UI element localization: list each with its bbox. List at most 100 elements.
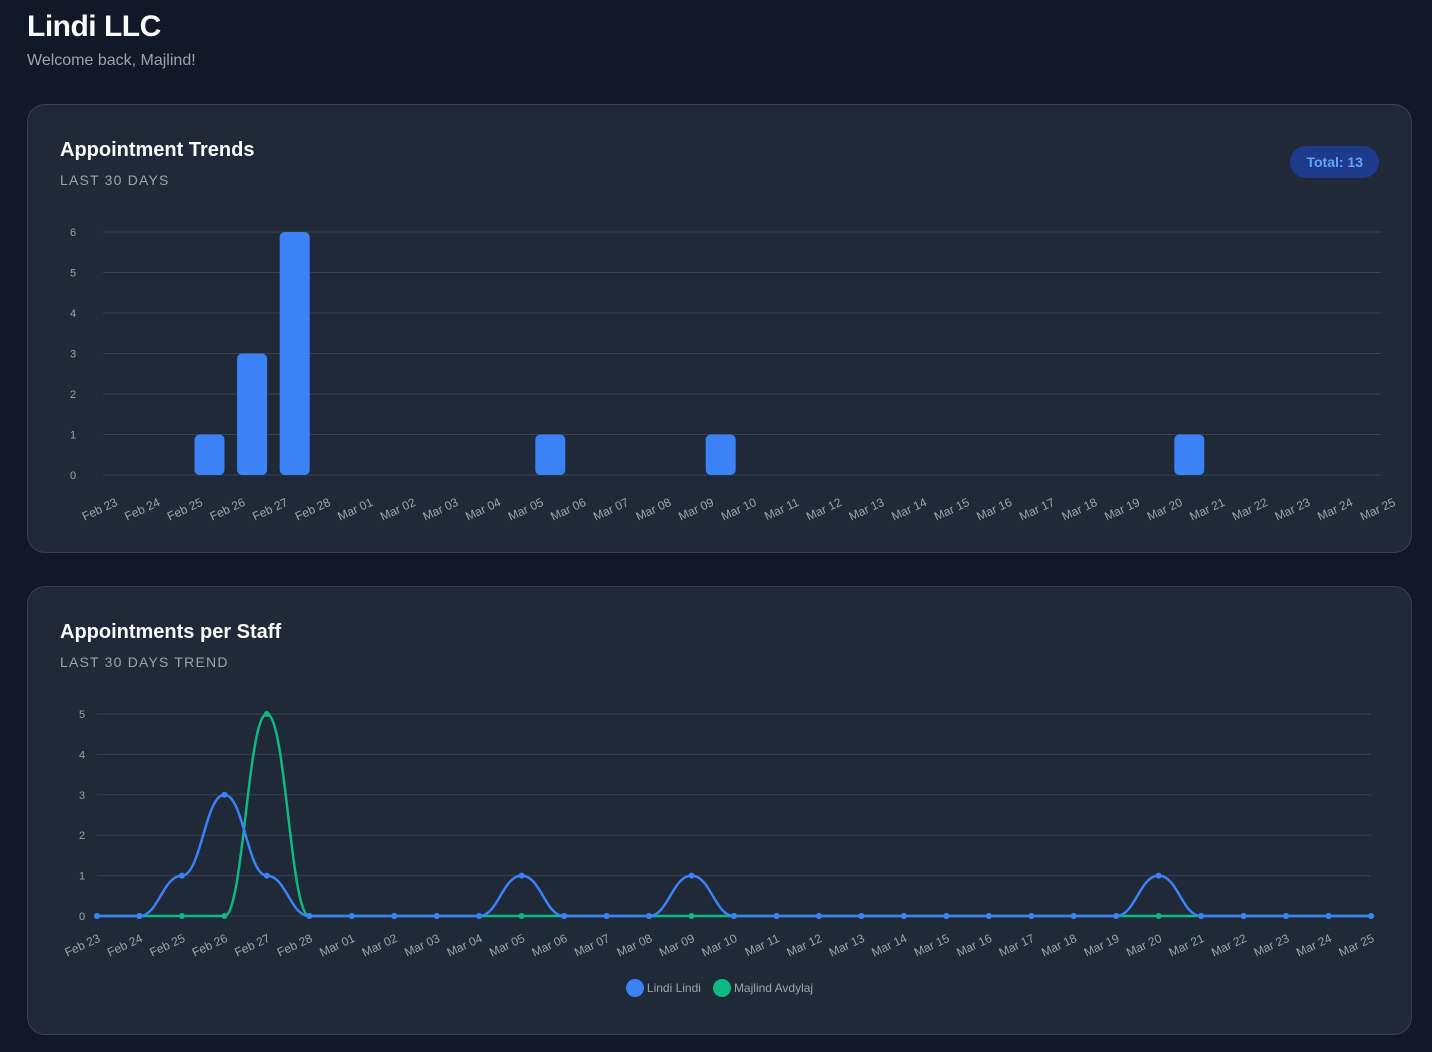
data-point[interactable] — [985, 913, 992, 919]
appointment-trends-bar-chart: 0 1 2 3 4 5 6 Feb 23 Feb 24 Feb 25 Feb 26 Feb 27 Feb… — [70, 227, 1398, 524]
data-point[interactable] — [221, 913, 228, 919]
data-point[interactable] — [94, 913, 100, 919]
y-tick-label: 2 — [79, 830, 85, 842]
bar[interactable] — [705, 434, 736, 476]
data-point[interactable] — [518, 872, 525, 879]
data-point[interactable] — [561, 913, 568, 919]
x-tick-label: Mar 02 — [360, 931, 400, 960]
x-tick-label: Mar 24 — [1294, 931, 1334, 960]
x-tick-label: Mar 23 — [1273, 495, 1313, 524]
y-tick-label: 0 — [79, 911, 85, 923]
x-tick-label: Mar 17 — [1017, 495, 1057, 524]
data-point[interactable] — [731, 913, 737, 919]
y-tick-label: 2 — [70, 389, 76, 401]
data-point[interactable] — [391, 913, 398, 919]
x-tick-label: Mar 19 — [1102, 495, 1142, 524]
x-tick-label: Feb 26 — [208, 495, 248, 524]
legend-item[interactable]: Majlind Avdylaj — [712, 979, 814, 997]
x-tick-label: Mar 04 — [463, 495, 503, 524]
x-tick-label: Mar 01 — [335, 495, 375, 524]
legend-swatch — [712, 979, 731, 997]
legend-swatch — [625, 979, 644, 997]
data-point[interactable] — [178, 872, 185, 879]
x-tick-label: Mar 22 — [1230, 495, 1270, 524]
x-tick-label: Mar 08 — [634, 495, 674, 524]
welcome-message: Welcome back, Majlind! — [27, 52, 196, 69]
appointment-trends-card: Appointment Trends LAST 30 DAYS Total: 1… — [27, 104, 1412, 553]
bar[interactable] — [279, 232, 310, 475]
x-tick-label: Mar 10 — [699, 931, 739, 960]
x-tick-label: Mar 14 — [889, 495, 929, 524]
x-tick-label: Mar 25 — [1336, 931, 1376, 960]
x-tick-label: Feb 23 — [62, 931, 102, 960]
data-point[interactable] — [858, 913, 865, 919]
data-point[interactable] — [1198, 913, 1205, 919]
data-point[interactable] — [646, 913, 653, 919]
data-point[interactable] — [1368, 913, 1374, 919]
bar[interactable] — [194, 434, 225, 476]
data-point[interactable] — [1155, 872, 1162, 879]
data-point[interactable] — [1240, 913, 1247, 919]
card-title: Appointments per Staff — [60, 621, 282, 643]
data-point[interactable] — [348, 913, 355, 919]
company-name: Lindi LLC — [27, 10, 161, 43]
data-point[interactable] — [1113, 913, 1120, 919]
x-tick-label: Mar 23 — [1252, 931, 1292, 960]
data-point[interactable] — [1325, 913, 1332, 919]
data-point[interactable] — [1070, 913, 1077, 919]
data-point[interactable] — [476, 913, 483, 919]
x-tick-label: Mar 12 — [804, 495, 844, 524]
legend-label: Lindi Lindi — [646, 981, 701, 995]
data-point[interactable] — [1028, 913, 1035, 919]
x-tick-label: Mar 24 — [1315, 495, 1355, 524]
data-point[interactable] — [263, 711, 270, 717]
bar[interactable] — [237, 353, 268, 476]
y-tick-label: 4 — [79, 749, 85, 761]
x-tick-label: Feb 27 — [232, 931, 272, 960]
x-tick-label: Mar 13 — [847, 495, 887, 524]
data-point[interactable] — [433, 913, 440, 919]
data-point[interactable] — [688, 872, 695, 879]
data-point[interactable] — [263, 872, 270, 879]
legend-item[interactable]: Lindi Lindi — [625, 979, 701, 997]
x-tick-label: Mar 21 — [1187, 495, 1227, 524]
y-tick-label: 0 — [70, 470, 76, 482]
data-point[interactable] — [306, 913, 313, 919]
x-tick-label: Feb 28 — [293, 495, 333, 524]
x-tick-label: Mar 20 — [1124, 931, 1164, 960]
legend-label: Majlind Avdylaj — [733, 981, 814, 995]
x-tick-label: Mar 09 — [657, 931, 697, 960]
data-point[interactable] — [1155, 913, 1162, 919]
x-tick-label: Mar 18 — [1039, 931, 1079, 960]
bar[interactable] — [535, 434, 566, 476]
x-tick-label: Feb 26 — [190, 931, 230, 960]
data-point[interactable] — [943, 913, 950, 919]
series-line — [97, 712, 1371, 918]
data-point[interactable] — [815, 913, 822, 919]
x-tick-label: Mar 12 — [784, 931, 824, 960]
y-tick-label: 3 — [70, 349, 76, 361]
data-point[interactable] — [178, 913, 185, 919]
data-point[interactable] — [136, 913, 143, 919]
card-subtitle: LAST 30 DAYS TREND — [60, 654, 229, 670]
x-tick-label: Mar 07 — [591, 495, 631, 524]
data-point[interactable] — [900, 913, 907, 919]
x-tick-label: Mar 19 — [1082, 931, 1122, 960]
data-point[interactable] — [773, 913, 780, 919]
data-point[interactable] — [1283, 913, 1290, 919]
x-tick-label: Mar 17 — [997, 931, 1037, 960]
x-tick-label: Feb 23 — [80, 495, 120, 524]
data-point[interactable] — [221, 791, 228, 798]
card-title: Appointment Trends — [60, 139, 255, 161]
data-point[interactable] — [688, 913, 695, 919]
data-point[interactable] — [518, 913, 525, 919]
chart-legend: Lindi Lindi Majlind Avdylaj — [28, 979, 1411, 1000]
x-tick-label: Mar 06 — [530, 931, 570, 960]
x-tick-label: Mar 15 — [912, 931, 952, 960]
x-tick-label: Feb 24 — [105, 931, 145, 960]
bar[interactable] — [1174, 434, 1205, 476]
grid-lines — [103, 231, 1381, 476]
y-tick-label: 1 — [79, 871, 85, 883]
data-point[interactable] — [603, 913, 610, 919]
x-tick-label: Mar 03 — [421, 495, 461, 524]
